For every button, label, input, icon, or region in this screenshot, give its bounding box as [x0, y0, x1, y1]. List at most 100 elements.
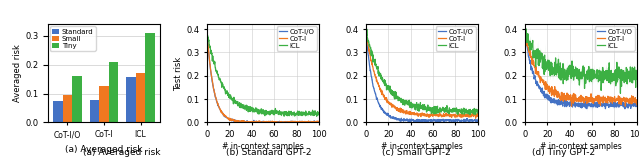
- Text: (d) Tiny GPT-2: (d) Tiny GPT-2: [532, 148, 595, 157]
- ICL: [416, 107, 424, 109]
- CoT-I: [613, 99, 621, 101]
- CoT-I: [474, 114, 482, 116]
- Bar: [90, 100, 99, 122]
- CoT-I: [454, 116, 461, 118]
- CoT-I/O: [454, 119, 461, 121]
- CoT-I/O: [612, 103, 620, 105]
- CoT-I: [362, 30, 370, 32]
- CoT-I: [588, 99, 596, 101]
- CoT-I/O: [633, 105, 640, 107]
- CoT-I/O: [630, 103, 638, 105]
- Text: (a) Averaged risk: (a) Averaged risk: [83, 148, 161, 157]
- Legend: CoT-I/O, CoT-I, ICL: CoT-I/O, CoT-I, ICL: [276, 26, 317, 51]
- CoT-I/O: [270, 121, 278, 123]
- CoT-I/O: [588, 104, 595, 106]
- ICL: [616, 92, 624, 94]
- X-axis label: # in-context samples: # in-context samples: [540, 142, 621, 151]
- Line: CoT-I: CoT-I: [366, 31, 478, 118]
- X-axis label: # in-context samples: # in-context samples: [222, 142, 304, 151]
- Line: CoT-I: CoT-I: [525, 32, 637, 106]
- CoT-I: [312, 122, 320, 123]
- Y-axis label: Averaged risk: Averaged risk: [13, 44, 22, 102]
- CoT-I/O: [621, 108, 628, 110]
- ICL: [466, 114, 474, 116]
- ICL: [472, 113, 479, 115]
- Bar: [109, 62, 118, 122]
- CoT-I/O: [257, 122, 264, 123]
- CoT-I: [203, 30, 211, 32]
- CoT-I: [521, 31, 529, 33]
- ICL: [264, 111, 271, 113]
- CoT-I: [257, 121, 264, 123]
- ICL: [315, 112, 323, 114]
- ICL: [363, 28, 371, 30]
- Bar: [72, 76, 82, 122]
- CoT-I/O: [295, 121, 303, 123]
- Line: ICL: ICL: [366, 29, 478, 115]
- CoT-I/O: [415, 121, 423, 123]
- Text: (c) Small GPT-2: (c) Small GPT-2: [381, 148, 451, 157]
- ICL: [633, 74, 640, 76]
- CoT-I: [416, 114, 424, 115]
- X-axis label: # in-context samples: # in-context samples: [381, 142, 463, 151]
- CoT-I/O: [257, 121, 265, 123]
- ICL: [582, 82, 589, 84]
- ICL: [415, 105, 423, 107]
- ICL: [423, 111, 431, 113]
- CoT-I/O: [362, 31, 370, 33]
- Legend: CoT-I/O, CoT-I, ICL: CoT-I/O, CoT-I, ICL: [595, 26, 635, 51]
- ICL: [203, 31, 211, 33]
- CoT-I: [472, 117, 479, 119]
- Text: (b) Standard GPT-2: (b) Standard GPT-2: [226, 148, 312, 157]
- CoT-I/O: [521, 32, 529, 33]
- ICL: [256, 112, 264, 114]
- Line: ICL: ICL: [207, 32, 319, 116]
- CoT-I/O: [312, 120, 320, 122]
- CoT-I/O: [582, 101, 589, 103]
- CoT-I: [582, 96, 589, 98]
- CoT-I/O: [416, 119, 424, 121]
- CoT-I: [422, 115, 430, 117]
- Bar: [136, 73, 145, 122]
- CoT-I: [429, 114, 436, 116]
- CoT-I: [295, 121, 303, 123]
- Bar: [53, 101, 63, 122]
- CoT-I: [630, 99, 638, 101]
- CoT-I/O: [574, 103, 582, 105]
- CoT-I/O: [264, 122, 271, 123]
- ICL: [522, 28, 530, 30]
- ICL: [575, 72, 582, 74]
- CoT-I: [315, 121, 323, 123]
- CoT-I: [237, 122, 244, 123]
- CoT-I/O: [474, 119, 482, 121]
- CoT-I/O: [451, 121, 459, 123]
- CoT-I/O: [422, 119, 430, 121]
- Legend: CoT-I/O, CoT-I, ICL: CoT-I/O, CoT-I, ICL: [436, 26, 476, 51]
- ICL: [312, 113, 320, 115]
- CoT-I: [471, 115, 479, 117]
- Bar: [99, 86, 109, 122]
- ICL: [613, 61, 621, 63]
- Legend: Standard, Small, Tiny: Standard, Small, Tiny: [50, 26, 95, 51]
- CoT-I: [264, 121, 271, 123]
- CoT-I: [633, 104, 640, 106]
- Line: CoT-I/O: CoT-I/O: [207, 32, 319, 122]
- CoT-I: [415, 114, 423, 116]
- CoT-I: [257, 121, 265, 123]
- Bar: [126, 77, 136, 122]
- Line: CoT-I/O: CoT-I/O: [366, 32, 478, 122]
- ICL: [295, 114, 303, 116]
- CoT-I: [575, 100, 583, 102]
- X-axis label: (a) Averaged risk: (a) Averaged risk: [65, 145, 143, 154]
- Bar: [145, 33, 155, 122]
- ICL: [362, 29, 370, 31]
- CoT-I: [575, 99, 582, 101]
- ICL: [429, 110, 436, 112]
- Line: ICL: ICL: [525, 29, 637, 93]
- ICL: [313, 115, 321, 117]
- CoT-I/O: [203, 31, 211, 33]
- Line: CoT-I: CoT-I: [207, 31, 319, 122]
- Line: CoT-I/O: CoT-I/O: [525, 32, 637, 109]
- ICL: [521, 36, 529, 38]
- CoT-I: [568, 105, 575, 107]
